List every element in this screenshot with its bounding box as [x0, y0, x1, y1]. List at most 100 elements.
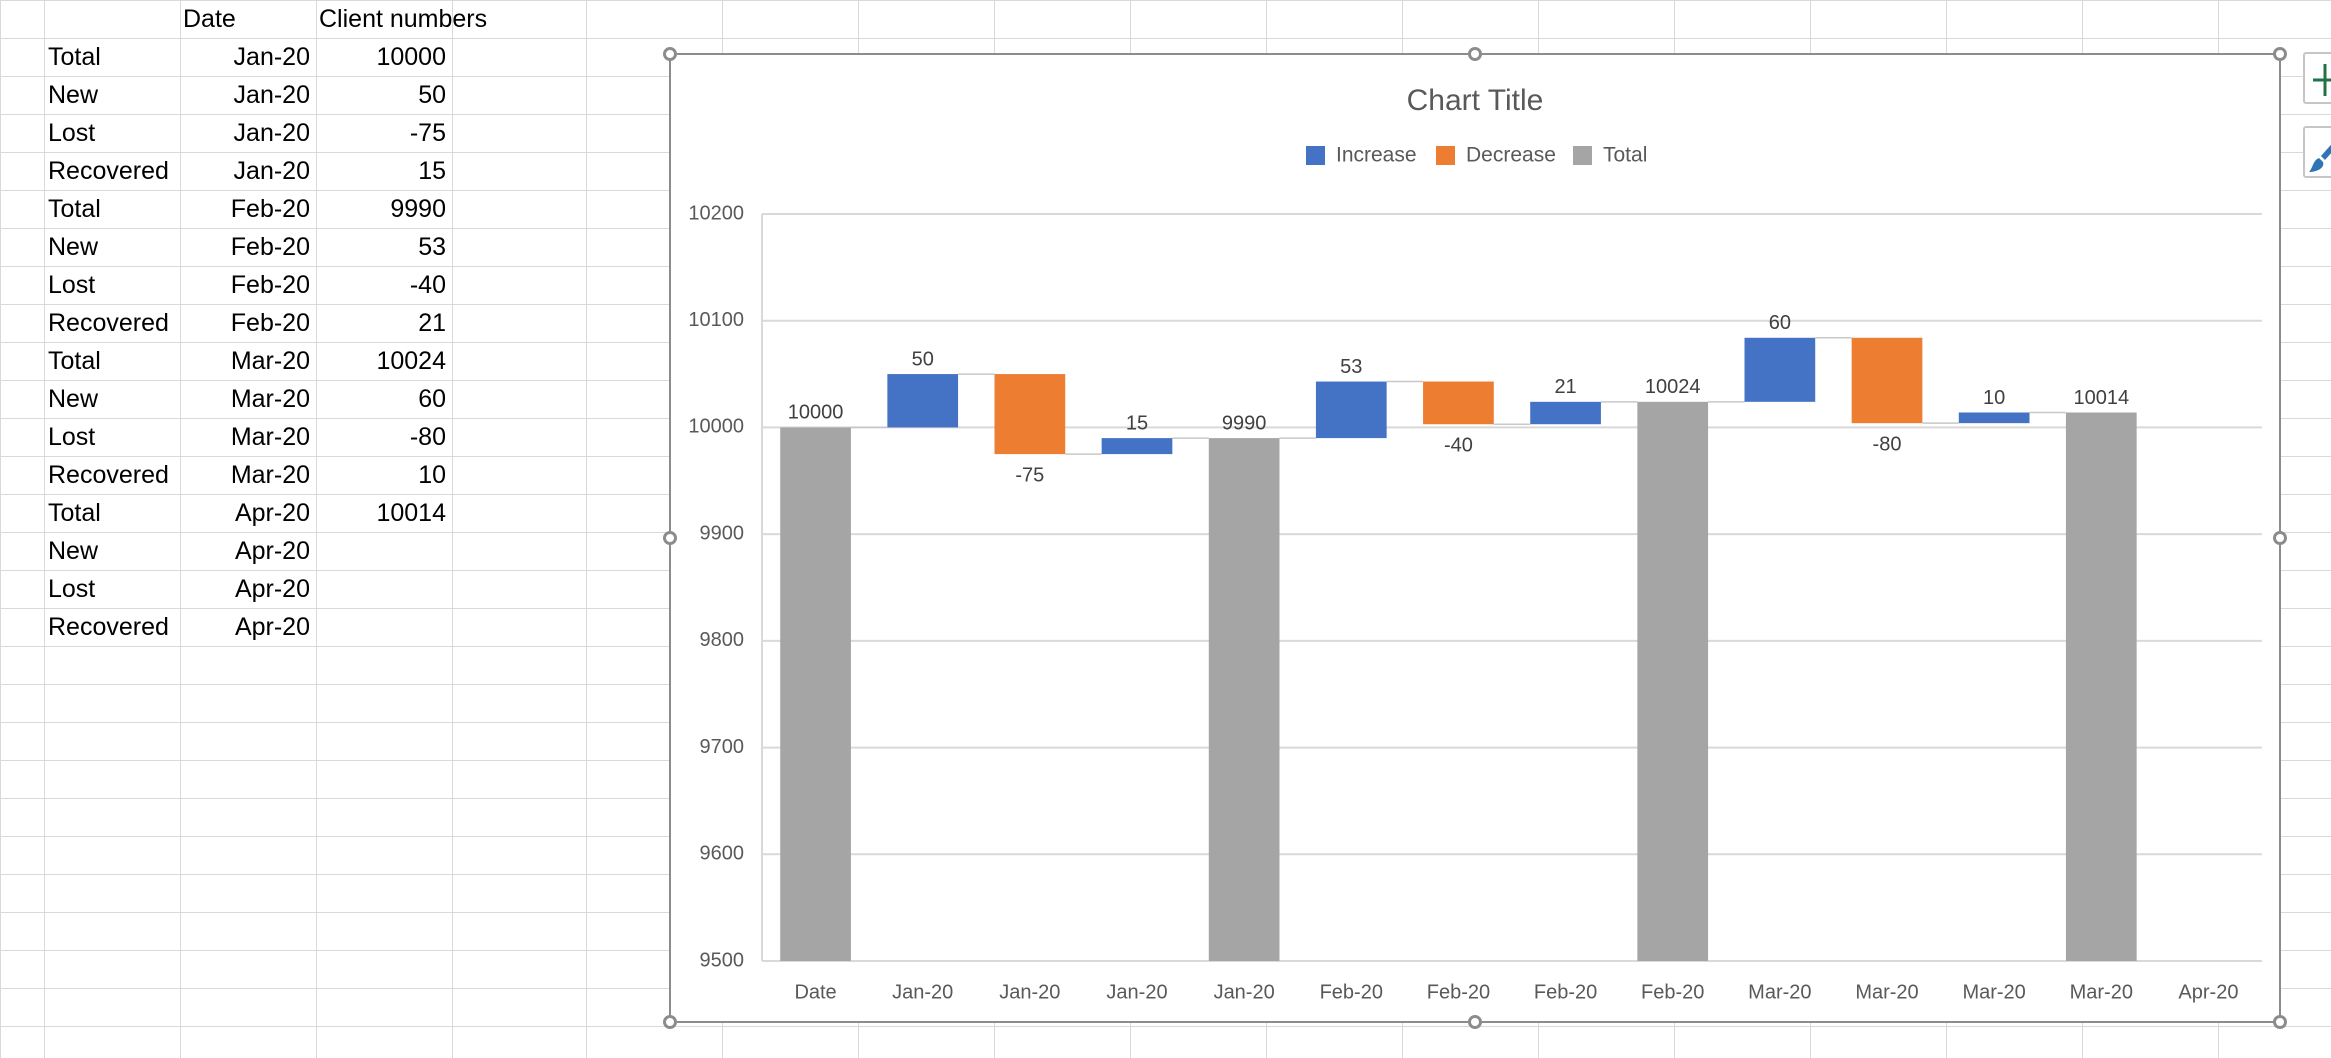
row-label-cell[interactable]: New [48, 233, 99, 261]
resize-handle-left[interactable] [663, 531, 677, 545]
row-date-cell[interactable]: Mar-20 [230, 461, 310, 489]
resize-handle-bottom-right[interactable] [2273, 1015, 2287, 1029]
x-tick-label: Mar-20 [2070, 981, 2133, 1003]
row-date-cell[interactable]: Feb-20 [230, 233, 310, 261]
row-value-cell[interactable]: 15 [418, 157, 446, 185]
row-label-cell[interactable]: Lost [48, 575, 96, 603]
row-label-cell[interactable]: Recovered [48, 157, 169, 185]
paintbrush-icon [2309, 144, 2331, 172]
resize-handle-right[interactable] [2273, 531, 2287, 545]
row-value-cell[interactable]: 10 [418, 461, 446, 489]
row-value-cell[interactable]: 10024 [376, 347, 446, 375]
row-value-cell[interactable]: -75 [409, 119, 446, 147]
bar-total[interactable] [1637, 401, 1709, 961]
chart-elements-button[interactable] [2303, 52, 2331, 104]
chart-title[interactable]: Chart Title [1407, 84, 1544, 117]
row-date-cell[interactable]: Apr-20 [234, 499, 310, 527]
data-label: 53 [1340, 356, 1362, 378]
header-date[interactable]: Date [183, 5, 236, 33]
row-value-cell[interactable]: 60 [418, 385, 446, 413]
header-client-numbers[interactable]: Client numbers [319, 5, 488, 33]
row-label-cell[interactable]: Lost [48, 423, 96, 451]
row-date-cell[interactable]: Apr-20 [234, 537, 310, 565]
x-tick-label: Jan-20 [1106, 981, 1167, 1003]
data-label: -80 [1873, 433, 1902, 455]
chart-area[interactable]: Chart Title Increase Decrease Total 9500 96… [663, 47, 2287, 1029]
y-axis-tick-labels: 9500 9600 9700 9800 9900 10000 10100 10200 [688, 202, 744, 971]
row-date-cell[interactable]: Apr-20 [234, 613, 310, 641]
row-value-cell[interactable] [316, 532, 446, 570]
row-value-cell[interactable]: 9990 [390, 195, 446, 223]
row-date-cell[interactable]: Jan-20 [233, 81, 310, 109]
legend-swatch-decrease [1436, 146, 1455, 165]
bar-total[interactable] [1208, 438, 1280, 962]
row-label-cell[interactable]: New [48, 385, 99, 413]
row-value-cell[interactable]: 21 [418, 309, 446, 337]
row-label-cell[interactable]: New [48, 81, 99, 109]
row-label-cell[interactable]: Total [48, 499, 101, 527]
row-value-cell[interactable]: -40 [409, 271, 446, 299]
row-value-cell[interactable]: -80 [409, 423, 446, 451]
row-date-cell[interactable]: Mar-20 [230, 423, 310, 451]
bar-decrease[interactable] [1423, 381, 1494, 425]
row-label-cell[interactable]: Total [48, 347, 101, 375]
bar-increase[interactable] [1530, 401, 1601, 425]
resize-handle-bottom-left[interactable] [663, 1015, 677, 1029]
bar-total[interactable] [780, 427, 851, 961]
data-label: -40 [1444, 435, 1473, 457]
row-date-cell[interactable]: Apr-20 [234, 575, 310, 603]
bar-increase[interactable] [1315, 381, 1387, 439]
data-label: 21 [1554, 376, 1576, 398]
row-date-cell[interactable]: Jan-20 [233, 119, 310, 147]
row-date-cell[interactable]: Jan-20 [233, 157, 310, 185]
row-label-cell[interactable]: Total [48, 195, 101, 223]
row-date-cell[interactable]: Mar-20 [230, 347, 310, 375]
row-label-cell[interactable]: New [48, 537, 99, 565]
row-value-cell[interactable] [316, 608, 446, 646]
resize-handle-top-right[interactable] [2273, 47, 2287, 61]
legend-label-total: Total [1603, 144, 1647, 167]
row-date-cell[interactable]: Feb-20 [230, 309, 310, 337]
legend-swatch-total [1573, 146, 1592, 165]
row-value-cell[interactable]: 50 [418, 81, 446, 109]
x-tick-label: Date [794, 981, 836, 1003]
row-value-cell[interactable] [316, 570, 446, 608]
bar-increase[interactable] [1744, 337, 1816, 402]
row-label-cell[interactable]: Recovered [48, 461, 169, 489]
data-labels: 10000 50 -75 15 9990 53 -40 21 10024 60 -80 10 10014 [788, 312, 2129, 486]
row-date-cell[interactable]: Mar-20 [230, 385, 310, 413]
data-label: 60 [1769, 312, 1791, 334]
data-label: -75 [1015, 464, 1044, 486]
row-label-cell[interactable]: Lost [48, 119, 96, 147]
row-label-cell[interactable]: Total [48, 43, 101, 71]
row-value-cell[interactable]: 10000 [376, 43, 446, 71]
resize-handle-top-left[interactable] [663, 47, 677, 61]
row-date-cell[interactable]: Feb-20 [230, 195, 310, 223]
row-label-cell[interactable]: Recovered [48, 309, 169, 337]
bar-increase[interactable] [1101, 438, 1173, 455]
y-gridlines [761, 213, 2262, 962]
row-date-cell[interactable]: Feb-20 [230, 271, 310, 299]
x-tick-label: Feb-20 [1427, 981, 1490, 1003]
bar-increase[interactable] [887, 374, 959, 428]
y-tick-label: 9800 [700, 629, 745, 651]
chart-styles-button[interactable] [2303, 126, 2331, 178]
y-tick-label: 9700 [700, 736, 745, 758]
row-label-cell[interactable]: Lost [48, 271, 96, 299]
data-label: 10014 [2073, 387, 2129, 409]
bar-decrease[interactable] [1851, 337, 1923, 424]
data-label: 10000 [788, 402, 844, 424]
data-label: 15 [1126, 412, 1148, 434]
chart-legend[interactable]: Increase Decrease Total [1306, 144, 1647, 167]
bar-total[interactable] [2065, 412, 2137, 961]
row-label-cell[interactable]: Recovered [48, 613, 169, 641]
row-value-cell[interactable]: 10014 [376, 499, 446, 527]
waterfall-chart[interactable]: Chart Title Increase Decrease Total 9500 96… [669, 53, 2281, 1023]
row-value-cell[interactable]: 53 [418, 233, 446, 261]
row-date-cell[interactable]: Jan-20 [233, 43, 310, 71]
resize-handle-bottom[interactable] [1468, 1015, 1482, 1029]
bar-increase[interactable] [1958, 412, 2030, 424]
x-tick-label: Jan-20 [892, 981, 953, 1003]
bar-decrease[interactable] [994, 374, 1066, 455]
resize-handle-top[interactable] [1468, 47, 1482, 61]
